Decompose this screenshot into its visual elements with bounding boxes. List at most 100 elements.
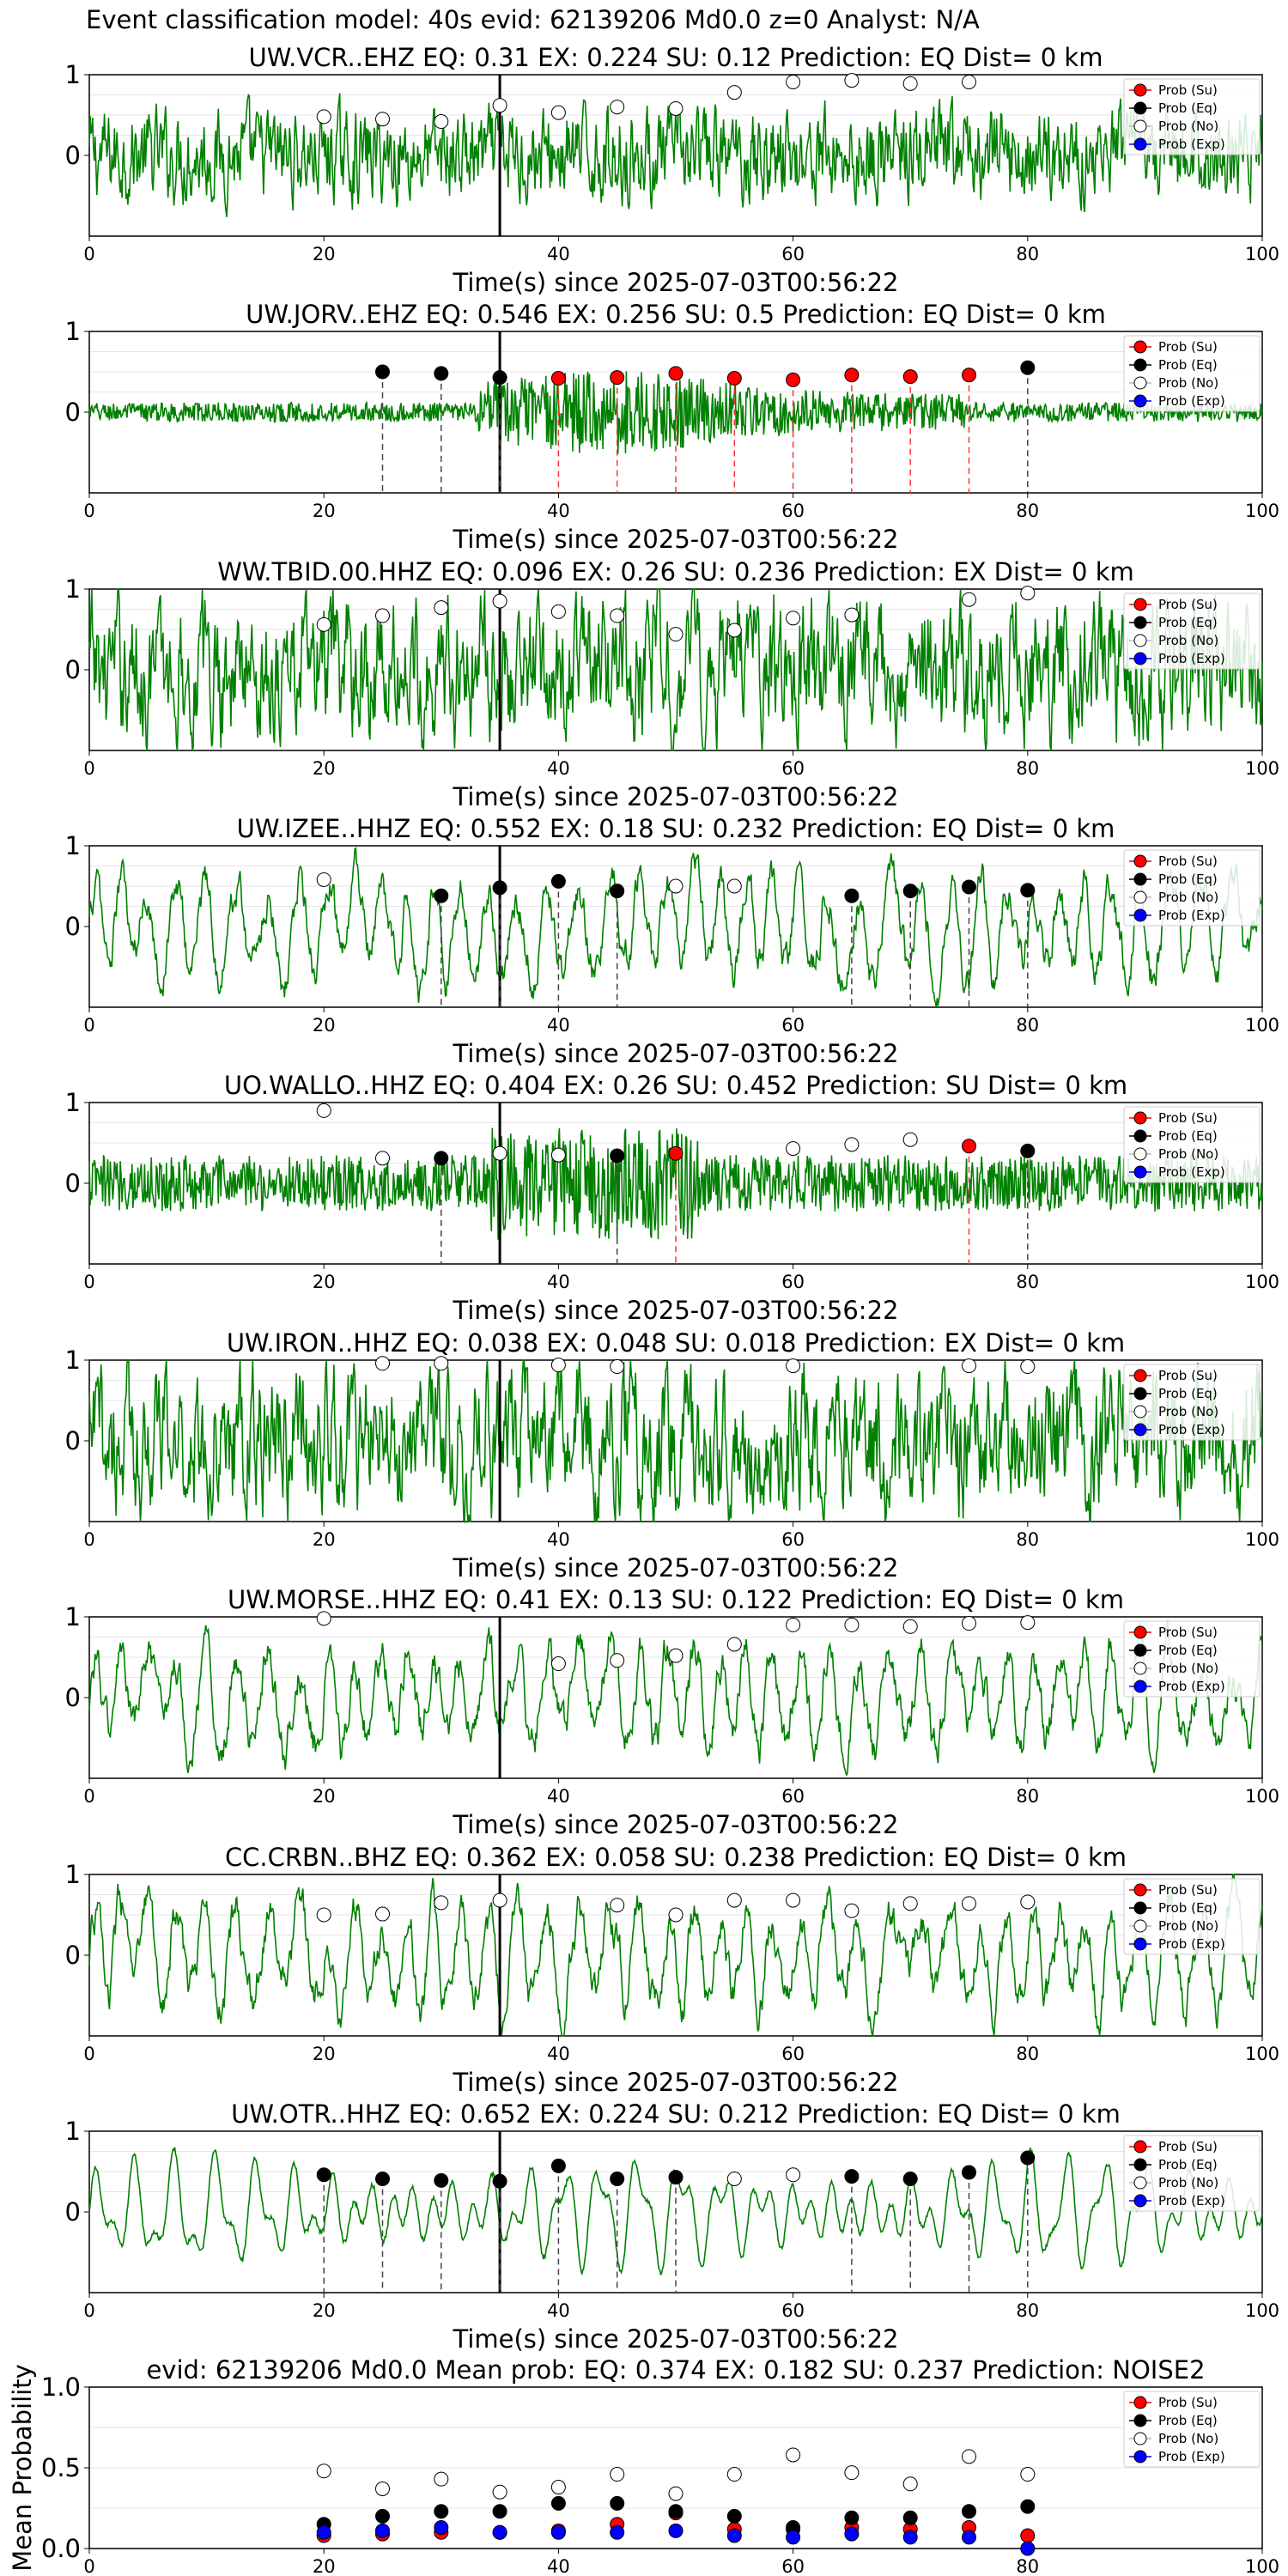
legend-marker-eq [1133,1643,1147,1657]
panel-1: UW.VCR..EHZ EQ: 0.31 EX: 0.224 SU: 0.12 … [65,43,1280,297]
legend-label: Prob (No) [1158,1404,1218,1419]
legend-label: Prob (Exp) [1158,651,1225,666]
legend-marker-exp [1133,137,1147,151]
prob-marker-no [610,608,625,623]
legend-marker-eq [1133,616,1147,629]
legend-marker-su [1133,340,1147,354]
legend-label: Prob (Eq) [1158,357,1218,373]
prob-marker-no [726,1893,742,1908]
panel-7: UW.MORSE..HHZ EQ: 0.41 EX: 0.13 SU: 0.12… [65,1585,1280,1839]
panel-title: UW.VCR..EHZ EQ: 0.31 EX: 0.224 SU: 0.12 … [249,43,1103,72]
prob-marker-no [434,114,449,130]
legend-label: Prob (Su) [1158,2395,1218,2410]
panel-title: UW.MORSE..HHZ EQ: 0.41 EX: 0.13 SU: 0.12… [228,1585,1124,1614]
prob-marker-no [786,2167,801,2183]
panel-4: UW.IZEE..HHZ EQ: 0.552 EX: 0.18 SU: 0.23… [65,814,1280,1068]
legend-box [1123,1106,1261,1183]
legend-box [1123,2391,1261,2468]
y-tick-label: 1 [65,317,81,346]
x-tick-label: 0 [83,1786,94,1807]
legend-marker-exp [1133,2450,1147,2464]
mean-prob-marker-eq [726,2508,742,2524]
x-tick-label: 20 [313,2556,336,2576]
legend-label: Prob (Exp) [1158,1679,1225,1694]
x-tick-label: 100 [1245,2300,1279,2321]
panel-title: CC.CRBN..BHZ EQ: 0.362 EX: 0.058 SU: 0.2… [225,1843,1127,1872]
prob-marker-no [492,1893,507,1908]
x-tick-label: 40 [547,1786,570,1807]
mean-prob-marker-exp [492,2524,507,2540]
x-tick-label: 100 [1245,244,1279,264]
x-tick-label: 0 [83,1529,94,1550]
x-tick-label: 40 [547,1272,570,1292]
x-tick-label: 80 [1016,2044,1039,2064]
mean-prob-marker-eq [844,2510,860,2525]
legend-box [1123,1620,1261,1698]
legend-label: Prob (No) [1158,2175,1218,2190]
legend-marker-eq [1133,1387,1147,1400]
prob-marker-eq [1020,883,1036,898]
legend-marker-su [1133,2396,1147,2409]
prob-marker-no [375,112,390,127]
legend-label: Prob (No) [1158,890,1218,905]
legend-box [1123,592,1261,670]
mean-prob-marker-eq [1020,2499,1036,2514]
legend-marker-exp [1133,2194,1147,2208]
axes-frame [88,845,1263,1008]
prob-marker-eq [1020,1143,1036,1158]
x-axis-label: Time(s) since 2025-07-03T00:56:22 [453,268,899,297]
legend-marker-su [1133,83,1147,97]
panel-title: UW.IRON..HHZ EQ: 0.038 EX: 0.048 SU: 0.0… [227,1328,1125,1358]
panel-title: UW.JORV..EHZ EQ: 0.546 EX: 0.256 SU: 0.5… [246,300,1106,329]
legend-label: Prob (Exp) [1158,1422,1225,1437]
prob-marker-su [726,371,742,386]
mean-prob-marker-no [550,2480,566,2495]
x-tick-label: 100 [1245,2556,1279,2576]
prob-marker-no [786,1893,801,1908]
prob-marker-no [786,1617,801,1632]
prob-marker-no [844,73,860,88]
prob-marker-no [844,607,860,623]
y-tick-label: 1 [65,574,81,604]
seismic-trace [88,847,1263,1008]
prob-marker-eq [610,1148,625,1163]
prob-marker-su [844,368,860,383]
y-tick-label: 0 [65,1169,81,1198]
legend-marker-su [1133,1625,1147,1639]
y-tick-label: 0 [65,1941,81,1970]
prob-marker-su [902,369,918,385]
mean-prob-marker-eq [434,2504,449,2519]
x-tick-label: 20 [313,501,336,521]
legend-label: Prob (No) [1158,1918,1218,1934]
legend-marker-no [1133,2432,1147,2445]
y-tick-label: 0.5 [41,2453,81,2482]
prob-marker-no [786,74,801,89]
prob-marker-no [1020,1359,1036,1375]
figure-title: Event classification model: 40s evid: 62… [86,5,980,34]
prob-marker-su [786,372,801,387]
legend-label: Prob (Eq) [1158,615,1218,630]
panel-9: UW.OTR..HHZ EQ: 0.652 EX: 0.224 SU: 0.21… [65,2099,1280,2354]
mean-prob-marker-exp [726,2528,742,2543]
prob-marker-su [550,371,566,386]
prob-marker-su [668,1145,683,1161]
mean-prob-marker-eq [902,2510,918,2525]
x-tick-label: 40 [547,1015,570,1036]
x-tick-label: 80 [1016,1529,1039,1550]
x-tick-label: 60 [781,501,805,521]
legend-label: Prob (Su) [1158,2139,1218,2154]
legend-marker-su [1133,598,1147,611]
x-tick-label: 0 [83,758,94,779]
legend-marker-no [1133,119,1147,133]
legend-label: Prob (Eq) [1158,1386,1218,1401]
legend-marker-su [1133,1111,1147,1125]
y-tick-label: 1 [65,1346,81,1375]
legend-label: Prob (Eq) [1158,2413,1218,2428]
x-axis-label: Time(s) since 2025-07-03T00:56:22 [453,1810,899,1839]
x-tick-label: 60 [781,2300,805,2321]
legend-marker-exp [1133,908,1147,922]
prob-marker-no [962,1896,976,1911]
x-tick-label: 80 [1016,501,1039,521]
prob-marker-su [962,1139,976,1154]
x-tick-label: 100 [1245,501,1279,521]
